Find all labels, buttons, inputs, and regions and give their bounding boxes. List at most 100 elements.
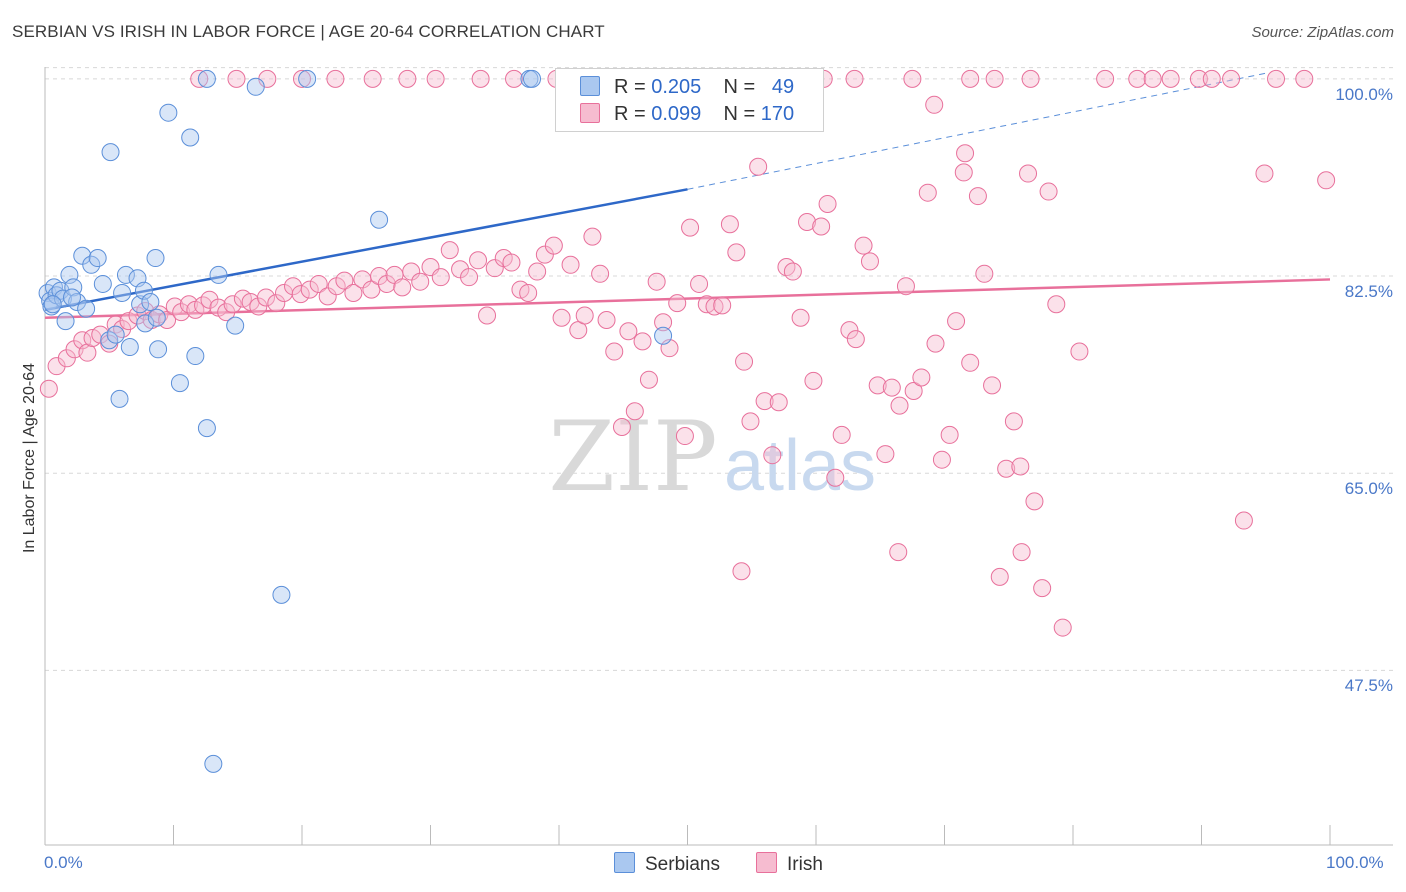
irish-point-173 [190, 69, 209, 88]
irish-point-110 [890, 396, 909, 415]
irish-point-149 [732, 562, 751, 581]
irish-point-71 [612, 418, 631, 437]
irish-point-122 [975, 264, 994, 283]
irish-point-170 [293, 69, 311, 88]
irish-point-142 [1267, 69, 1286, 88]
irish-point-28 [249, 297, 268, 316]
serbians-point-31 [181, 128, 200, 147]
irish-point-82 [690, 274, 709, 293]
serbians-point-43 [523, 69, 542, 88]
irish-point-153 [961, 69, 980, 88]
irish-point-34 [300, 280, 319, 299]
irish-point-139 [1189, 69, 1208, 88]
irish-point-59 [519, 283, 538, 302]
serbian-points [38, 69, 673, 773]
irish-point-80 [675, 427, 694, 446]
serbians-point-29 [159, 103, 178, 122]
irish-point-46 [402, 262, 421, 281]
x-tick-max: 100.0% [1326, 853, 1384, 872]
irish-point-86 [720, 215, 739, 234]
irish-point-156 [903, 69, 922, 88]
irish-point-140 [1202, 69, 1221, 88]
irish-point-106 [860, 252, 879, 271]
serbians-point-7 [56, 312, 75, 331]
irish-point-77 [654, 313, 673, 332]
serbians-point-45 [101, 143, 120, 162]
gridlines [45, 67, 1393, 671]
irish-point-100 [818, 194, 837, 213]
irish-point-64 [561, 255, 580, 274]
irish-point-0 [39, 379, 58, 398]
irish-trend-line [44, 278, 1331, 319]
serbians-point-13 [82, 255, 101, 274]
irish-point-124 [990, 567, 1009, 586]
irish-point-29 [257, 288, 276, 307]
y-tick-label-3: 100.0% [1335, 84, 1393, 104]
irish-point-50 [440, 241, 459, 260]
irish-point-97 [798, 212, 817, 231]
serbians-point-23 [134, 281, 153, 300]
irish-point-145 [1255, 164, 1274, 183]
irish-point-60 [528, 262, 547, 281]
irish-point-128 [1019, 164, 1038, 183]
irish-point-96 [791, 308, 810, 327]
irish-points [39, 69, 1336, 637]
irish-point-112 [904, 381, 923, 400]
irish-point-51 [451, 260, 470, 279]
irish-point-43 [377, 274, 396, 293]
irish-point-61 [535, 245, 554, 264]
irish-point-75 [639, 370, 658, 389]
irish-point-104 [846, 330, 865, 349]
irish-point-91 [755, 392, 774, 411]
serbians-point-37 [226, 316, 245, 335]
irish-point-127 [1011, 457, 1030, 476]
irish-point-39 [344, 283, 363, 302]
irish-point-105 [854, 236, 873, 255]
irish-point-70 [605, 342, 624, 361]
irish-point-107 [868, 376, 887, 395]
irish-point-88 [735, 352, 754, 371]
stats-legend: R = 0.205 N = 49 R = 0.099 N = 170 [555, 68, 824, 132]
irish-point-113 [912, 368, 931, 387]
serbians-swatch [580, 76, 600, 96]
serbians-point-39 [272, 585, 291, 604]
irish-point-169 [326, 69, 345, 88]
irish-point-141 [1222, 69, 1241, 88]
irish-point-25 [223, 295, 242, 314]
serbians-point-26 [147, 308, 166, 327]
irish-point-102 [832, 425, 851, 444]
axes [44, 67, 1393, 846]
serbians-legend-swatch [614, 852, 635, 873]
irish-point-53 [469, 251, 488, 270]
serbians-n-label: N = [723, 76, 761, 98]
irish-point-148 [845, 69, 864, 88]
serbians-point-25 [141, 292, 160, 311]
serbians-point-33 [197, 69, 216, 88]
chart-title: SERBIAN VS IRISH IN LABOR FORCE | AGE 20… [12, 22, 605, 41]
irish-point-94 [777, 258, 796, 277]
irish-point-73 [625, 402, 644, 421]
irish-point-132 [1047, 295, 1066, 314]
legend-serbians[interactable]: Serbians [614, 852, 720, 876]
irish-point-123 [983, 376, 1002, 395]
legend-irish[interactable]: Irish [756, 852, 823, 876]
irish-point-120 [961, 353, 980, 372]
irish-point-103 [840, 321, 859, 340]
irish-point-154 [1021, 69, 1040, 88]
irish-point-115 [926, 334, 945, 353]
irish-point-55 [485, 259, 504, 278]
irish-point-135 [1096, 69, 1115, 88]
serbians-n-value: 49 [771, 76, 795, 98]
serbians-r-label: R = [614, 76, 652, 98]
watermark-atlas: atlas [724, 426, 876, 506]
irish-point-38 [335, 271, 354, 290]
irish-point-33 [291, 285, 310, 304]
irish-point-18 [172, 303, 191, 322]
serbians-r-value: 0.205 [651, 76, 702, 98]
irish-point-85 [713, 296, 732, 315]
irish-point-92 [763, 446, 782, 465]
irish-point-36 [318, 287, 337, 306]
serbians-point-24 [136, 314, 155, 333]
irish-point-138 [1161, 69, 1180, 88]
irish-point-69 [597, 310, 616, 329]
